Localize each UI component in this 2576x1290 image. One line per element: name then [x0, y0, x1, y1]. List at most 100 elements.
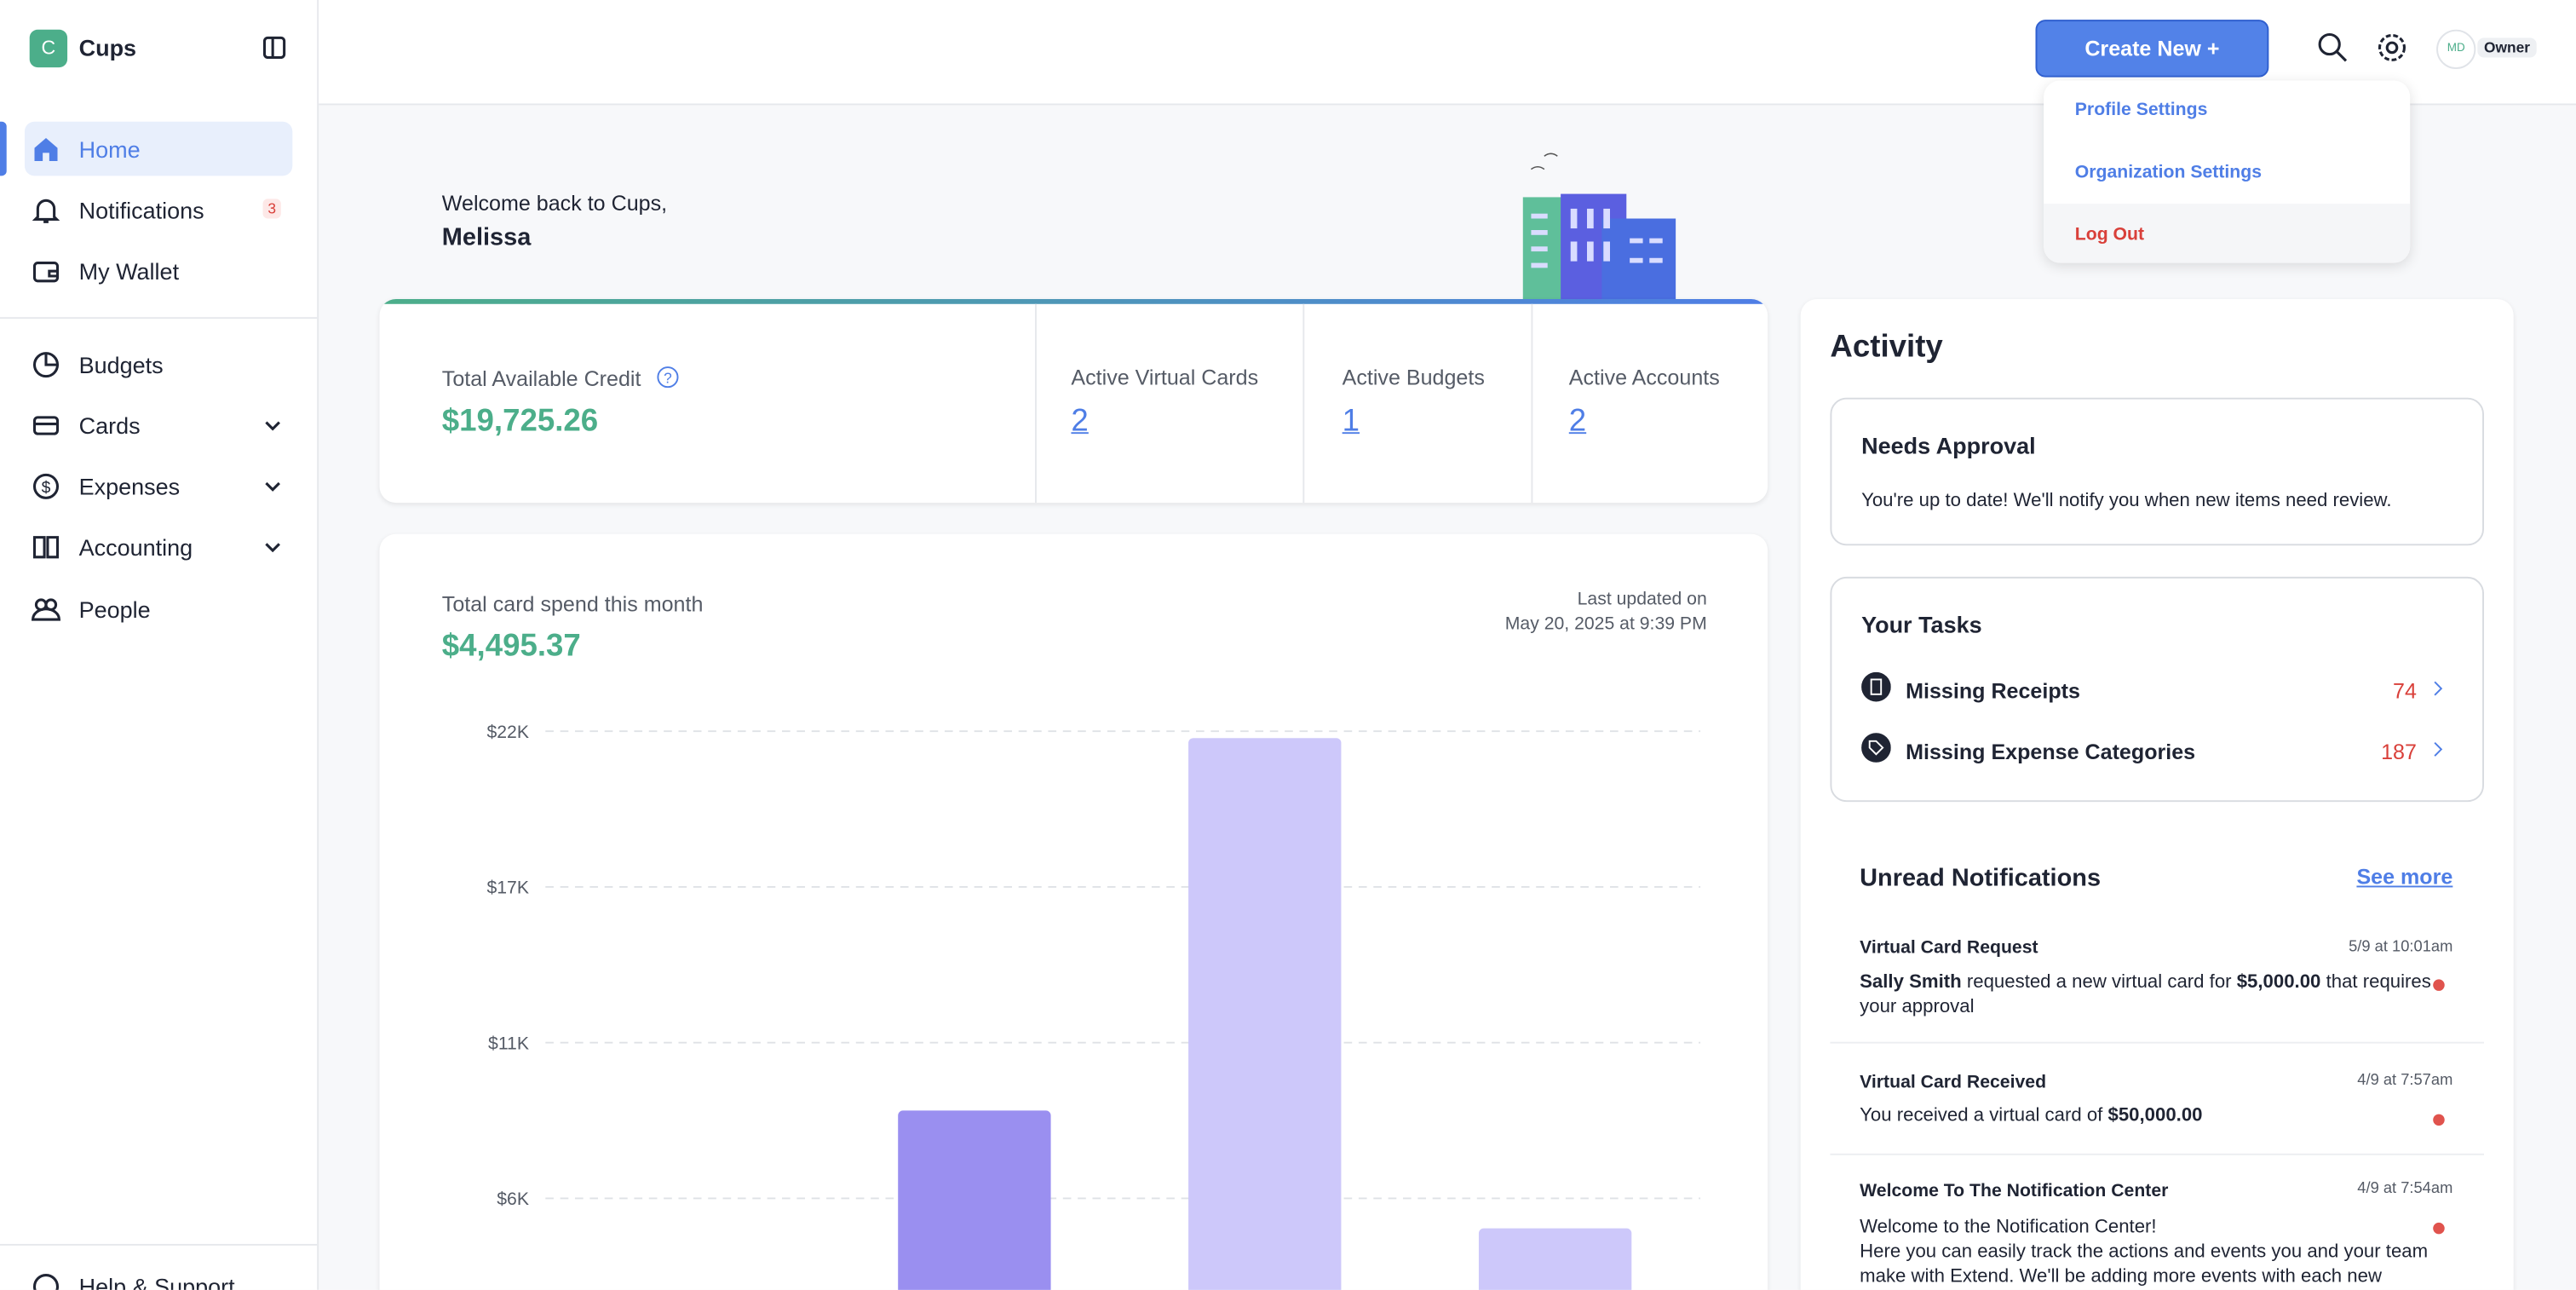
label: Home [78, 135, 141, 162]
menu-item-bg [2044, 204, 2411, 263]
notification-body: Sally Smith requested a new virtual card… [1860, 971, 2438, 1021]
collapse-icon[interactable] [262, 34, 288, 60]
chevron[interactable] [2429, 678, 2446, 698]
notification-body: Welcome to the Notification Center! Here … [1860, 1216, 2451, 1290]
icon [34, 137, 58, 161]
y-tick-label: $17K [486, 878, 529, 898]
nav-help[interactable]: Help & Support [25, 1258, 292, 1290]
stat-value[interactable]: 2 [1071, 404, 1089, 439]
nav-wallet[interactable]: My Wallet [25, 243, 292, 297]
task-count: 74 [2393, 678, 2417, 704]
nav-people[interactable]: People [25, 582, 292, 636]
svg-text:?: ? [664, 369, 672, 386]
notifications-title: Unread Notifications [1860, 864, 2102, 893]
task-label[interactable]: Missing Expense Categories [1906, 739, 2196, 764]
menu-item[interactable]: Profile Settings [2074, 100, 2208, 120]
icon [32, 535, 60, 558]
updated-date: May 20, 2025 at 9:39 PM [1504, 614, 1707, 635]
divider [1830, 1041, 2484, 1044]
task-count: 187 [2381, 739, 2417, 764]
y-tick-label: $11K [488, 1034, 529, 1053]
tag-icon [1861, 733, 1891, 763]
chevron[interactable] [2429, 740, 2446, 759]
divider [0, 317, 318, 320]
label: Accounting [78, 533, 193, 560]
nav-notifications[interactable]: Notifications 3 [25, 182, 292, 237]
body-text: Welcome to the Notification Center! [1860, 1218, 2157, 1238]
active-indicator [0, 121, 7, 176]
stat-value[interactable]: 1 [1342, 404, 1360, 439]
nav-cards[interactable]: Cards [25, 398, 292, 452]
task-label[interactable]: Missing Receipts [1906, 678, 2080, 704]
label: Notifications [78, 196, 204, 223]
icon [32, 1273, 60, 1290]
stat-label: Active Budgets [1342, 365, 1485, 390]
notification-body: You received a virtual card of $50,000.0… [1860, 1106, 2438, 1126]
bar [1188, 738, 1342, 1290]
divider [1034, 303, 1037, 504]
nav-home[interactable]: Home [24, 121, 293, 176]
body-text: that requires your approval [1860, 972, 2431, 1017]
menu-item[interactable]: Log Out [2074, 225, 2145, 245]
stats-card: Total Available Credit ? $19,725.26 Acti… [379, 298, 1768, 504]
label: Cards [78, 412, 141, 438]
svg-text:$: $ [42, 479, 51, 497]
approval-box: Needs Approval You're up to date! We'll … [1830, 397, 2484, 546]
settings-icon[interactable] [2376, 32, 2409, 65]
stat-label: Active Accounts [1568, 365, 1720, 390]
nav-budgets[interactable]: Budgets [25, 337, 292, 391]
icon [32, 597, 60, 620]
label: People [78, 596, 151, 622]
tasks-title: Your Tasks [1861, 611, 1982, 638]
activity-card: Activity Needs Approval You're up to dat… [1800, 298, 2514, 1290]
notification-time: 4/9 at 7:54am [2357, 1179, 2453, 1198]
brand: Cups [78, 34, 137, 61]
unread-dot [2433, 1222, 2445, 1235]
search-icon[interactable] [2316, 32, 2349, 65]
divider [0, 1243, 318, 1246]
spend-value: $4,495.37 [441, 629, 581, 665]
spend-card: Total card spend this month $4,495.37 La… [379, 533, 1768, 1290]
divider [1302, 303, 1305, 504]
icon [32, 261, 60, 282]
nav-expenses[interactable]: $ Expenses [25, 458, 292, 513]
greeting: Welcome back to Cups, [441, 190, 668, 216]
notification-title[interactable]: Welcome To The Notification Center [1860, 1181, 2169, 1201]
create-button[interactable]: Create New + [2035, 20, 2269, 78]
badge: 3 [262, 199, 281, 219]
logo: C [29, 29, 68, 68]
body-text: $5,000.00 [2236, 972, 2321, 993]
notification-title[interactable]: Virtual Card Request [1860, 938, 2038, 959]
y-tick-label: $22K [486, 723, 529, 742]
divider [1531, 303, 1533, 504]
notification-title[interactable]: Virtual Card Received [1860, 1073, 2047, 1093]
help-icon[interactable]: ? [655, 365, 680, 389]
label: Budgets [78, 350, 164, 377]
body-text: You received a virtual card of [1860, 1105, 2108, 1126]
body-text: requested a new virtual card for [1961, 972, 2237, 993]
label: Expenses [78, 472, 181, 499]
body-text: Sally Smith [1860, 972, 1962, 993]
spend-chart: $6K $11K $17K $22K [486, 723, 1701, 1290]
menu-item[interactable]: Organization Settings [2074, 162, 2263, 183]
icon [32, 415, 60, 435]
sidebar: C Cups Home Notifications 3 My Wallet Bud… [0, 0, 319, 1290]
label: My Wallet [78, 256, 180, 284]
chevron [265, 542, 280, 552]
stat-label: Active Virtual Cards [1071, 365, 1259, 390]
body-text: $50,000.00 [2107, 1105, 2203, 1126]
stat-value[interactable]: 2 [1568, 404, 1587, 439]
icon [32, 351, 60, 377]
chevron [265, 420, 280, 430]
icon [32, 198, 60, 222]
y-tick-label: $6K [497, 1189, 529, 1209]
bar [898, 1110, 1051, 1290]
nav-accounting[interactable]: Accounting [25, 519, 292, 573]
see-more[interactable]: See more [2356, 864, 2453, 890]
avatar[interactable]: MD [2436, 29, 2476, 69]
illustration [1522, 153, 1676, 301]
label: Help & Support [78, 1272, 235, 1290]
bar [1478, 1228, 1632, 1290]
role-badge: Owner [2477, 37, 2537, 58]
